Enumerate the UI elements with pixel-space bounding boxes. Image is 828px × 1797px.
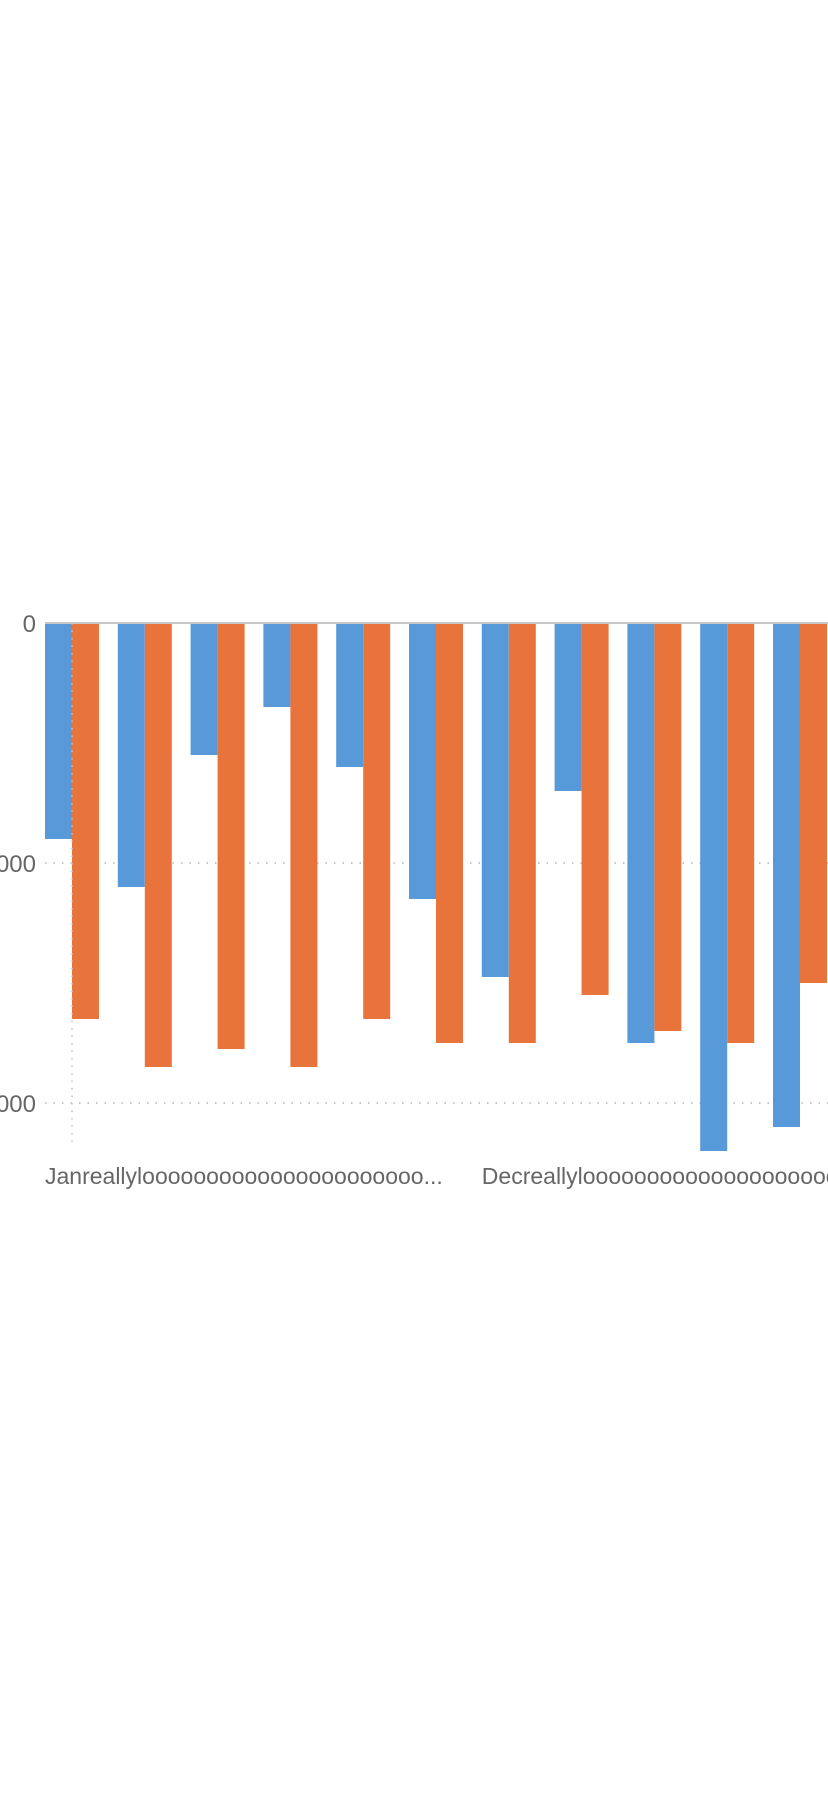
bar-series-1-cat-9: [627, 623, 655, 1043]
bar-series-2-cat-8: [581, 623, 609, 995]
bar-series-2-cat-1: [72, 623, 99, 1019]
bar-series-2-cat-5: [363, 623, 391, 1019]
bar-series-1-cat-3: [190, 623, 218, 755]
bar-series-1-cat-6: [409, 623, 436, 899]
bar-series-1-cat-5: [336, 623, 364, 767]
bar-series-2-cat-9: [654, 623, 682, 1031]
y-tick-label: 000: [0, 851, 36, 878]
bar-series-2-cat-4: [290, 623, 318, 1067]
y-tick-label: 000: [0, 1091, 36, 1118]
bar-series-1-cat-10: [700, 623, 728, 1151]
bar-series-2-cat-6: [436, 623, 463, 1043]
bar-series-2-cat-7: [508, 623, 536, 1043]
x-tick-label: Decreallyloooooooooooooooooooooo: [482, 1163, 828, 1189]
tick-labels: 0000000Janreallyloooooooooooooooooooooo.…: [0, 611, 828, 1189]
bar-series-1-cat-7: [481, 623, 509, 977]
y-tick-label: 0: [23, 611, 36, 638]
axes: [45, 622, 828, 1145]
bars: [45, 623, 827, 1151]
bar-series-2-cat-10: [727, 623, 755, 1043]
bar-series-2-cat-2: [144, 623, 172, 1067]
bar-series-1-cat-1: [45, 623, 72, 839]
bar-series-1-cat-2: [117, 623, 145, 887]
bar-series-1-cat-11: [773, 623, 800, 1127]
bar-series-1-cat-4: [263, 623, 291, 707]
bar-series-2-cat-11: [800, 623, 827, 983]
bar-series-2-cat-3: [217, 623, 245, 1049]
bar-series-1-cat-8: [554, 623, 582, 791]
x-tick-label: Janreallyloooooooooooooooooooooo...: [45, 1163, 443, 1189]
